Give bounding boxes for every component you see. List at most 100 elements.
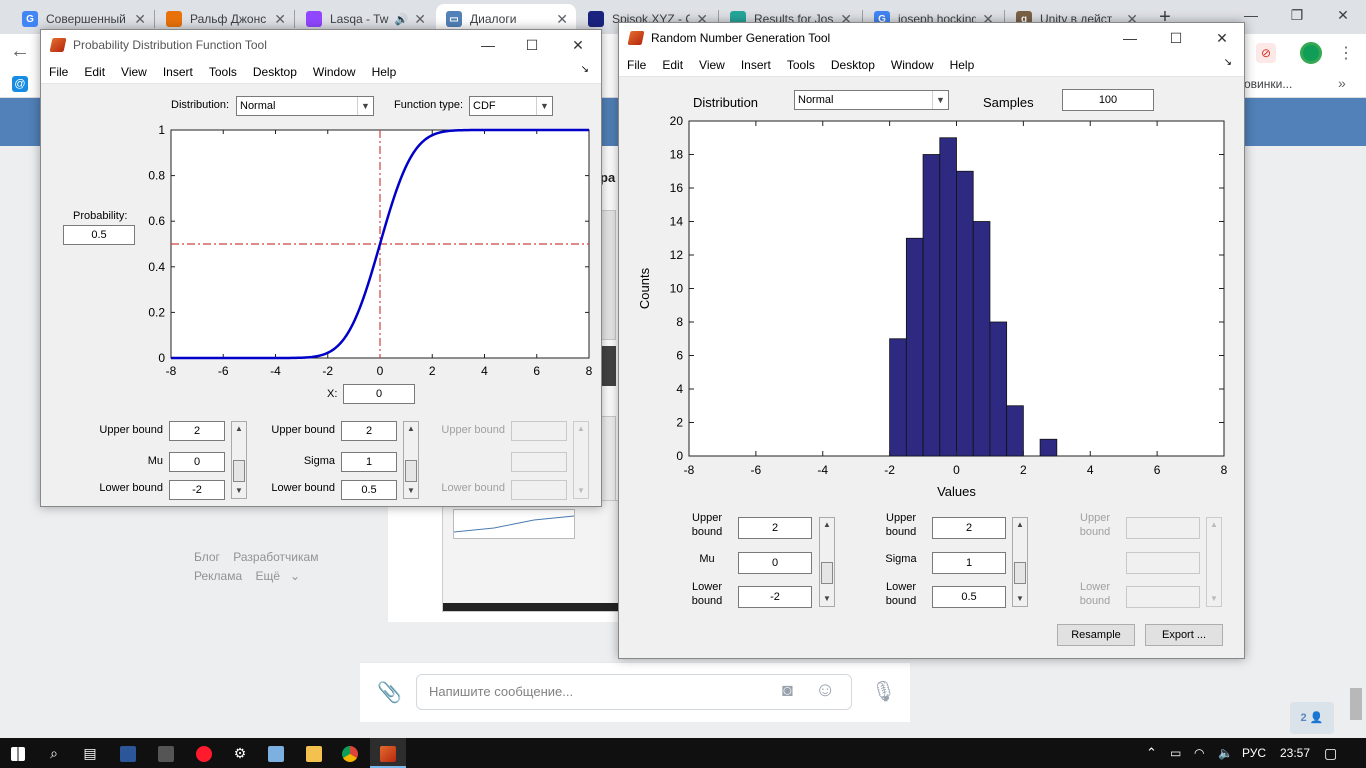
slider-down-arrow-icon[interactable]: ▼ — [1016, 594, 1024, 603]
mu-input[interactable]: 0 — [169, 452, 225, 472]
new-tab-button[interactable]: + — [1159, 6, 1171, 28]
menu-window[interactable]: Window — [312, 64, 356, 79]
sigma-input[interactable]: 1 — [341, 452, 397, 472]
slider-up-arrow-icon[interactable]: ▲ — [407, 424, 415, 433]
vk-image-thumbnail[interactable] — [442, 500, 622, 612]
maximize-button[interactable]: ☐ — [525, 37, 539, 53]
menu-edit[interactable]: Edit — [84, 64, 106, 79]
slider-up-arrow-icon[interactable]: ▲ — [1016, 520, 1024, 529]
translate-extension-icon[interactable]: ⊘ — [1256, 43, 1276, 63]
page-scrollbar[interactable] — [1350, 688, 1362, 720]
mu-slider[interactable]: ▲ ▼ — [231, 421, 247, 499]
menu-insert[interactable]: Insert — [740, 57, 771, 72]
slider-down-arrow-icon[interactable]: ▼ — [823, 594, 831, 603]
windows-start-icon[interactable] — [0, 738, 36, 768]
slider-thumb[interactable] — [1014, 562, 1026, 584]
mu-lower-bound-input[interactable]: -2 — [738, 586, 812, 608]
opera-icon[interactable] — [186, 738, 222, 768]
game-controller-icon[interactable]: ⚙ — [233, 745, 247, 761]
footer-link-blog[interactable]: Блог — [194, 550, 220, 564]
dock-arrow-icon[interactable]: ↘ — [1223, 57, 1232, 68]
emoji-icon[interactable]: ☺ — [815, 679, 836, 701]
minimize-button[interactable]: — — [481, 37, 495, 53]
message-input[interactable]: Напишите сообщение... — [416, 674, 852, 710]
task-view-icon[interactable]: ▤ — [83, 745, 97, 761]
slider-thumb[interactable] — [233, 460, 245, 482]
wifi-icon[interactable]: ◠ — [1194, 746, 1205, 760]
online-friends-badge[interactable]: 2 👤 — [1290, 702, 1334, 734]
menu-insert[interactable]: Insert — [162, 64, 193, 79]
notifications-icon[interactable]: ▢ — [1324, 745, 1338, 761]
close-icon[interactable]: ✕ — [134, 10, 146, 27]
close-icon[interactable]: ✕ — [982, 10, 994, 27]
sigma-upper-bound-input[interactable]: 2 — [932, 517, 1006, 539]
mu-lower-bound-input[interactable]: -2 — [169, 480, 225, 500]
clock[interactable]: 23:57 — [1280, 746, 1311, 760]
menu-view[interactable]: View — [699, 57, 725, 72]
paperclip-icon[interactable]: 📎 — [377, 682, 402, 704]
bookmarks-more-icon[interactable]: » — [1338, 75, 1346, 91]
menu-view[interactable]: View — [121, 64, 147, 79]
calculator-icon[interactable] — [148, 738, 184, 768]
close-icon[interactable]: ✕ — [840, 10, 852, 27]
sigma-slider[interactable]: ▲ ▼ — [403, 421, 419, 499]
microphone-icon[interactable]: 🎙 — [871, 681, 897, 703]
slider-thumb[interactable] — [821, 562, 833, 584]
close-button[interactable]: ✕ — [1216, 30, 1228, 46]
bookmark-link[interactable]: овинки... — [1244, 77, 1293, 91]
cdf-plot[interactable]: -8 -6 -4 -2 0 2 4 6 8 0 0.2 0.4 0.6 0.8 1 — [141, 124, 601, 386]
browser-close-button[interactable]: ✕ — [1337, 7, 1349, 23]
vk-attached-screenshot[interactable] — [600, 210, 616, 340]
menu-file[interactable]: File — [49, 64, 69, 79]
camera-icon[interactable]: ◙ — [782, 680, 793, 700]
menu-window[interactable]: Window — [890, 57, 934, 72]
maximize-button[interactable]: ☐ — [1169, 30, 1183, 46]
browser-tab[interactable]: Ральф Джонс ✕ — [156, 4, 294, 34]
slider-up-arrow-icon[interactable]: ▲ — [823, 520, 831, 529]
menu-desktop[interactable]: Desktop — [252, 64, 297, 79]
sigma-input[interactable]: 1 — [932, 552, 1006, 574]
footer-link-more[interactable]: Ещё — [255, 569, 281, 583]
sigma-upper-bound-input[interactable]: 2 — [341, 421, 397, 441]
language-indicator[interactable]: РУС — [1242, 746, 1267, 760]
menu-desktop[interactable]: Desktop — [830, 57, 875, 72]
extension-icon[interactable] — [1300, 42, 1322, 64]
close-icon[interactable]: ✕ — [414, 10, 426, 27]
close-icon[interactable]: ✕ — [1126, 10, 1138, 27]
menu-help[interactable]: Help — [371, 64, 397, 79]
samples-input[interactable]: 100 — [1062, 89, 1154, 111]
word-icon[interactable] — [110, 738, 146, 768]
mu-upper-bound-input[interactable]: 2 — [738, 517, 812, 539]
chrome-icon[interactable] — [332, 738, 368, 768]
chevron-up-icon[interactable]: ⌃ — [1146, 745, 1157, 760]
close-icon[interactable]: ✕ — [556, 10, 568, 27]
menu-tools[interactable]: Tools — [786, 57, 815, 72]
x-input[interactable]: 0 — [343, 384, 415, 404]
close-icon[interactable]: ✕ — [696, 10, 708, 27]
notepad-icon[interactable] — [258, 738, 294, 768]
speaker-icon[interactable]: 🔈 — [1218, 746, 1233, 760]
browser-tab[interactable]: G Совершенный ✕ — [12, 4, 154, 34]
mu-slider[interactable]: ▲ ▼ — [819, 517, 835, 607]
sigma-lower-bound-input[interactable]: 0.5 — [932, 586, 1006, 608]
browser-restore-button[interactable]: ❐ — [1290, 7, 1304, 23]
slider-up-arrow-icon[interactable]: ▲ — [235, 424, 243, 433]
mu-input[interactable]: 0 — [738, 552, 812, 574]
probability-input[interactable]: 0.5 — [63, 225, 135, 245]
histogram-plot[interactable]: -8 -6 -4 -2 0 2 4 6 8 0 2 4 6 8 10 12 14 16 18 20 Values Coun… — [633, 115, 1233, 503]
mail-ru-icon[interactable]: @ — [12, 76, 28, 92]
distribution-select[interactable]: Normal ▼ — [794, 90, 949, 110]
menu-help[interactable]: Help — [949, 57, 975, 72]
menu-edit[interactable]: Edit — [662, 57, 684, 72]
slider-thumb[interactable] — [405, 460, 417, 482]
sigma-lower-bound-input[interactable]: 0.5 — [341, 480, 397, 500]
file-explorer-icon[interactable] — [296, 738, 332, 768]
browser-tab[interactable]: Lasqa - Tw 🔊 ✕ — [296, 4, 434, 34]
resample-button[interactable]: Resample — [1057, 624, 1135, 646]
footer-link-developers[interactable]: Разработчикам — [233, 550, 319, 564]
close-button[interactable]: ✕ — [572, 37, 584, 53]
battery-icon[interactable]: ▭ — [1170, 746, 1182, 760]
menu-tools[interactable]: Tools — [208, 64, 237, 79]
back-arrow-icon[interactable]: ← — [10, 40, 30, 62]
function-type-select[interactable]: CDF ▼ — [469, 96, 553, 116]
